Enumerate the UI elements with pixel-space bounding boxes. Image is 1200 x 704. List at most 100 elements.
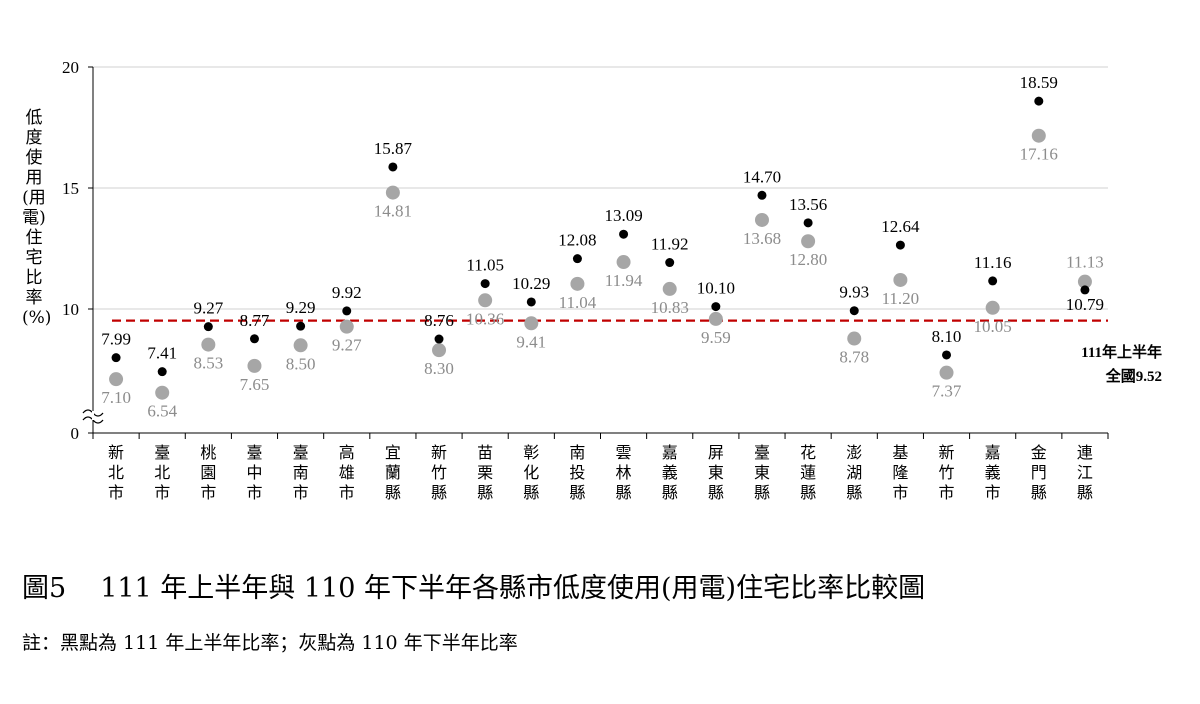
y-axis-label: 低度使用(用電)住宅比率(%)	[22, 108, 52, 328]
black-point	[111, 353, 121, 363]
gray-point	[247, 358, 262, 373]
gray-point	[155, 385, 170, 400]
x-tick-label: 竹	[431, 464, 447, 482]
gray-point-label: 10.36	[466, 309, 504, 328]
x-tick-label: 縣	[385, 484, 401, 502]
x-tick-label: 竹	[939, 464, 955, 482]
x-tick-label: 北	[154, 464, 170, 482]
black-point	[249, 334, 259, 344]
black-point-label: 18.59	[1020, 73, 1058, 92]
gray-point	[616, 255, 631, 270]
black-point-label: 8.10	[932, 327, 962, 346]
black-point-label: 13.56	[789, 195, 827, 214]
black-point	[942, 350, 952, 360]
x-tick-label: 投	[569, 464, 585, 482]
y-tick-label: 10	[62, 300, 79, 319]
x-tick-label: 臺	[246, 444, 262, 462]
gray-point	[1077, 274, 1092, 289]
black-point	[757, 190, 767, 200]
gray-point	[662, 281, 677, 296]
gray-point-label: 11.20	[882, 289, 920, 308]
x-tick-label: 市	[985, 484, 1001, 502]
gray-point-label: 9.59	[701, 328, 731, 347]
x-tick-label: 苗	[477, 444, 493, 462]
x-tick-label: 市	[108, 484, 124, 502]
x-tick-label: 縣	[616, 484, 632, 502]
x-tick-label: 縣	[523, 484, 539, 502]
reference-label-line1: 111年上半年	[1081, 343, 1162, 361]
black-point-label: 9.27	[193, 299, 223, 318]
x-tick-label: 嘉	[985, 444, 1001, 462]
black-point-label: 8.76	[424, 311, 454, 330]
x-tick-label: 臺	[154, 444, 170, 462]
gray-point-label: 11.94	[605, 271, 643, 290]
black-point-label: 10.10	[697, 279, 735, 298]
black-point-label: 12.08	[558, 231, 596, 250]
x-tick-label: 蓮	[800, 464, 816, 482]
x-tick-label: 市	[892, 484, 908, 502]
black-point-label: 11.05	[466, 256, 504, 275]
black-point	[619, 229, 629, 239]
gray-point-label: 9.27	[332, 336, 362, 355]
figure-note: 註：黑點為 111 年上半年比率；灰點為 110 年下半年比率	[22, 632, 518, 654]
x-tick-label: 市	[246, 484, 262, 502]
x-tick-label: 市	[339, 484, 355, 502]
gray-point-label: 11.04	[559, 293, 597, 312]
x-tick-label: 基	[892, 444, 908, 462]
x-tick-label: 市	[939, 484, 955, 502]
black-point	[665, 258, 675, 268]
x-tick-label: 湖	[846, 464, 862, 482]
x-tick-label: 宜	[385, 444, 401, 462]
x-tick-label: 江	[1077, 464, 1093, 482]
x-tick-label: 南	[569, 444, 585, 462]
black-point-label: 8.77	[240, 311, 270, 330]
black-point	[526, 297, 536, 307]
black-point	[1034, 96, 1044, 106]
x-tick-label: 栗	[477, 465, 493, 482]
black-point	[803, 218, 813, 228]
gray-point	[893, 272, 908, 287]
x-tick-label: 縣	[1031, 484, 1047, 502]
x-tick-label: 縣	[477, 484, 493, 502]
x-tick-label: 縣	[754, 484, 770, 502]
gray-point	[754, 212, 769, 227]
x-tick-label: 新	[108, 444, 124, 462]
x-tick-label: 縣	[662, 484, 678, 502]
x-tick-label: 金	[1031, 444, 1047, 462]
y-tick-label: 20	[62, 58, 79, 77]
figure-title: 111 年上半年與 110 年下半年各縣市低度使用(用電)住宅比率比較圖	[100, 573, 926, 604]
black-point-label: 15.87	[374, 139, 413, 158]
x-tick-label: 東	[708, 464, 724, 482]
x-tick-label: 嘉	[662, 444, 678, 462]
x-tick-label: 臺	[293, 444, 309, 462]
x-tick-label: 新	[431, 444, 447, 462]
black-point	[388, 162, 398, 172]
gray-point-label: 9.41	[516, 332, 546, 351]
x-tick-label: 澎	[846, 444, 862, 462]
black-point-label: 11.16	[974, 253, 1012, 272]
gray-point	[339, 319, 354, 334]
x-tick-label: 南	[293, 464, 309, 482]
x-tick-label: 縣	[708, 484, 724, 502]
x-tick-label: 市	[293, 484, 309, 502]
gray-point	[1031, 128, 1046, 143]
x-tick-label: 連	[1077, 444, 1093, 462]
gray-point-label: 8.50	[286, 354, 316, 373]
x-tick-label: 花	[800, 444, 816, 462]
gray-point	[293, 338, 308, 353]
black-point	[988, 276, 998, 286]
black-point	[711, 302, 721, 312]
reference-label-line2: 全國9.52	[1105, 367, 1162, 385]
black-point	[342, 306, 352, 316]
x-tick-label: 中	[246, 464, 262, 482]
gray-point-label: 12.80	[789, 250, 827, 269]
x-tick-label: 臺	[754, 444, 770, 462]
gray-point	[385, 185, 400, 200]
black-point	[296, 321, 306, 331]
gray-point-label: 8.53	[193, 354, 223, 373]
x-tick-label: 義	[985, 464, 1001, 482]
black-point-label: 9.93	[839, 283, 869, 302]
gray-point-label: 14.81	[374, 202, 412, 221]
gray-point	[708, 311, 723, 326]
axis-break-gap	[92, 411, 94, 420]
